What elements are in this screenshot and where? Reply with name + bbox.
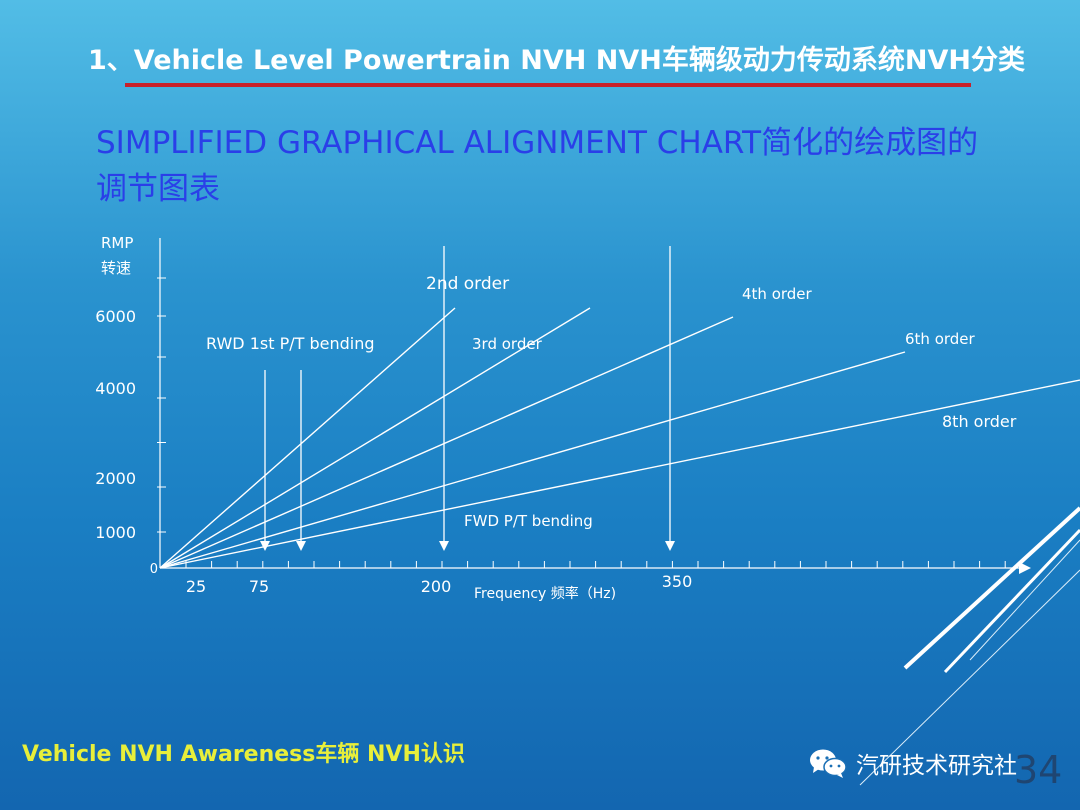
y-tick-label: 0 <box>150 562 158 577</box>
wechat-icon <box>810 749 847 778</box>
brand-name: 汽研技术研究社 <box>856 753 1017 779</box>
annotation-label: FWD P/T bending <box>464 512 593 530</box>
annotation-arrowhead <box>260 541 270 551</box>
decorative-diagonal-lines <box>859 506 1080 786</box>
slide-title: 1、Vehicle Level Powertrain NVH NVH车辆级动力传… <box>88 45 1025 76</box>
y-tick-label: 6000 <box>95 307 136 326</box>
order-label: 3rd order <box>472 335 543 353</box>
footer-text: Vehicle NVH Awareness车辆 NVH认识 <box>22 742 465 767</box>
order-label: 6th order <box>905 330 976 348</box>
order-line <box>159 307 456 569</box>
y-tick-label: 4000 <box>95 379 136 398</box>
order-line <box>159 351 906 569</box>
order-line <box>159 307 591 569</box>
brand-watermark: 汽研技术研究社 <box>808 746 1017 780</box>
annotation-arrowhead <box>296 541 306 551</box>
y-axis-label-cn: 转速 <box>101 259 131 277</box>
y-tick-label: 1000 <box>95 523 136 542</box>
x-tick-label: 200 <box>421 577 452 596</box>
slide-subtitle: SIMPLIFIED GRAPHICAL ALIGNMENT CHART简化的绘… <box>96 125 979 207</box>
annotation-arrowhead <box>439 541 449 551</box>
annotation-arrowhead <box>665 541 675 551</box>
x-tick-label: 75 <box>249 577 269 596</box>
y-axis-label: RMP <box>101 234 133 252</box>
x-tick-label: 350 <box>662 572 693 591</box>
order-label: 4th order <box>742 285 813 303</box>
annotation-label: RWD 1st P/T bending <box>206 334 375 353</box>
title-underline <box>125 83 971 87</box>
order-line <box>159 379 1080 569</box>
x-tick-label: 25 <box>186 577 206 596</box>
y-tick-label: 2000 <box>95 469 136 488</box>
order-line <box>159 316 734 569</box>
x-axis-label: Frequency 频率（Hz) <box>474 585 616 602</box>
order-label: 2nd order <box>426 274 509 294</box>
order-label: 8th order <box>942 412 1017 431</box>
page-number: 34 <box>1014 748 1063 792</box>
